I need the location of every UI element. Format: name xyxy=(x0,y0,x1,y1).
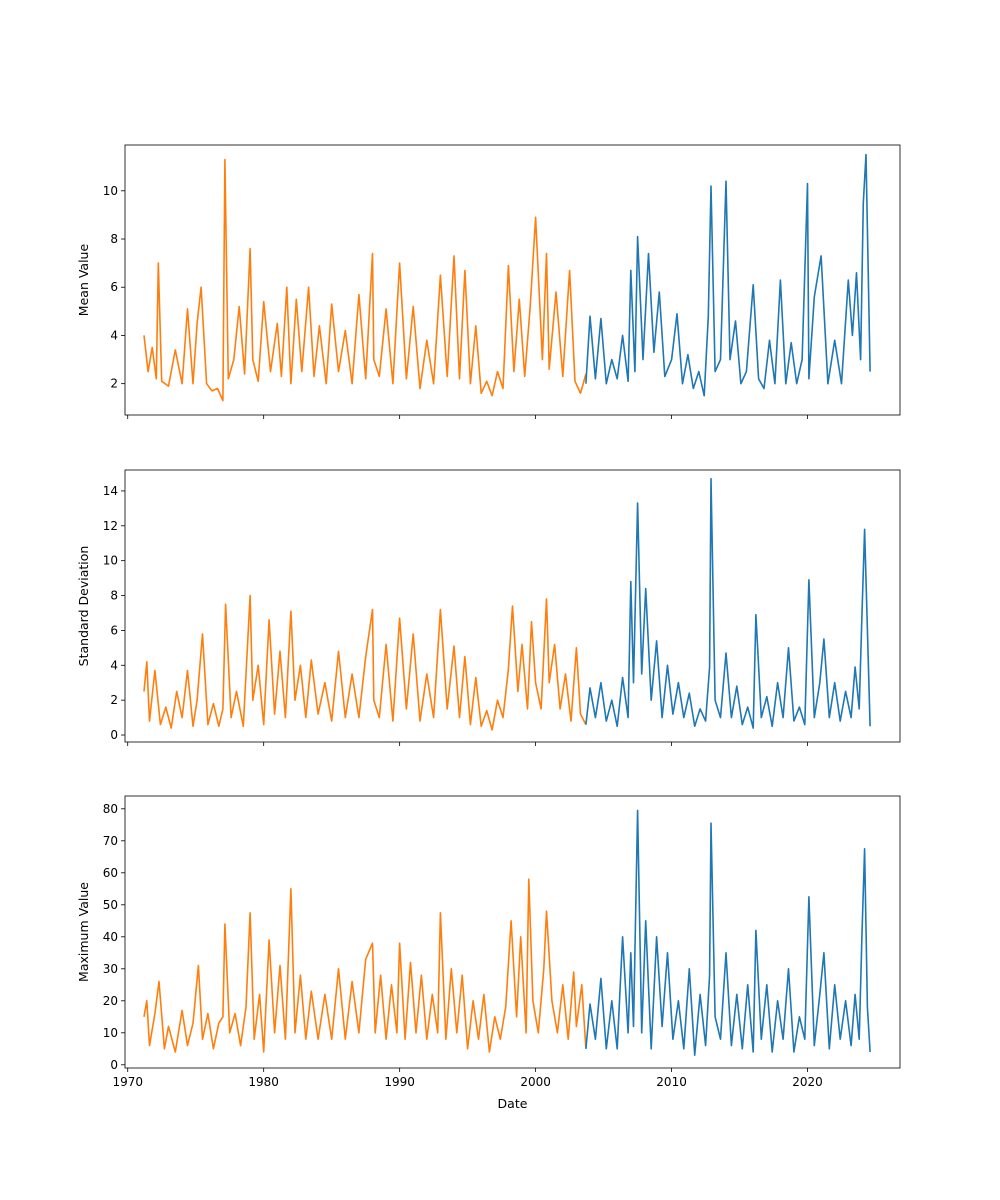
y-tick-label: 70 xyxy=(103,834,118,848)
series-line-2 xyxy=(585,809,871,1056)
y-axis-label: Maximum Value xyxy=(76,882,91,982)
y-axis-label: Standard Deviation xyxy=(76,546,91,667)
series-line-1 xyxy=(143,158,587,402)
y-tick-label: 10 xyxy=(103,554,118,568)
y-tick-label: 12 xyxy=(103,519,118,533)
x-axis-label: Date xyxy=(498,1096,528,1111)
x-tick-label: 1980 xyxy=(248,1075,279,1089)
axes-frame xyxy=(124,469,901,743)
axes-frame xyxy=(124,795,901,1069)
y-tick-label: 8 xyxy=(110,589,118,603)
series-line-2 xyxy=(585,153,871,397)
y-tick-label: 8 xyxy=(110,232,118,246)
x-tick-label: 1990 xyxy=(384,1075,415,1089)
y-tick-label: 10 xyxy=(103,184,118,198)
y-tick-label: 6 xyxy=(110,623,118,637)
y-tick-label: 50 xyxy=(103,898,118,912)
series-line-2 xyxy=(585,477,871,729)
y-tick-label: 4 xyxy=(110,328,118,342)
y-tick-label: 4 xyxy=(110,658,118,672)
series-line-1 xyxy=(143,594,587,731)
y-tick-label: 2 xyxy=(110,693,118,707)
subplot-3: 0 10 20 30 40 50 60 70 80 1970 1980 1990 2000 2010 202… xyxy=(76,795,901,1111)
y-tick-label: 2 xyxy=(110,377,118,391)
y-axis-label: Mean Value xyxy=(76,244,91,317)
y-tick-label: 6 xyxy=(110,280,118,294)
y-tick-label: 30 xyxy=(103,962,118,976)
y-tick-label: 20 xyxy=(103,994,118,1008)
y-tick-label: 40 xyxy=(103,930,118,944)
axes-frame xyxy=(124,144,901,416)
y-tick-label: 0 xyxy=(110,1058,118,1072)
y-tick-label: 14 xyxy=(103,484,118,498)
subplot-1: 2 4 6 8 10 Mean Value xyxy=(76,144,901,419)
y-tick-label: 0 xyxy=(110,728,118,742)
subplot-2: 0 2 4 6 8 10 12 14 Standard Deviation xyxy=(76,469,901,746)
y-tick-label: 80 xyxy=(103,802,118,816)
x-tick-label: 2000 xyxy=(520,1075,551,1089)
x-tick-label: 2010 xyxy=(656,1075,687,1089)
series-line-1 xyxy=(143,878,587,1053)
x-tick-label: 2020 xyxy=(792,1075,823,1089)
x-tick-label: 1970 xyxy=(112,1075,143,1089)
y-tick-label: 10 xyxy=(103,1026,118,1040)
y-tick-label: 60 xyxy=(103,866,118,880)
